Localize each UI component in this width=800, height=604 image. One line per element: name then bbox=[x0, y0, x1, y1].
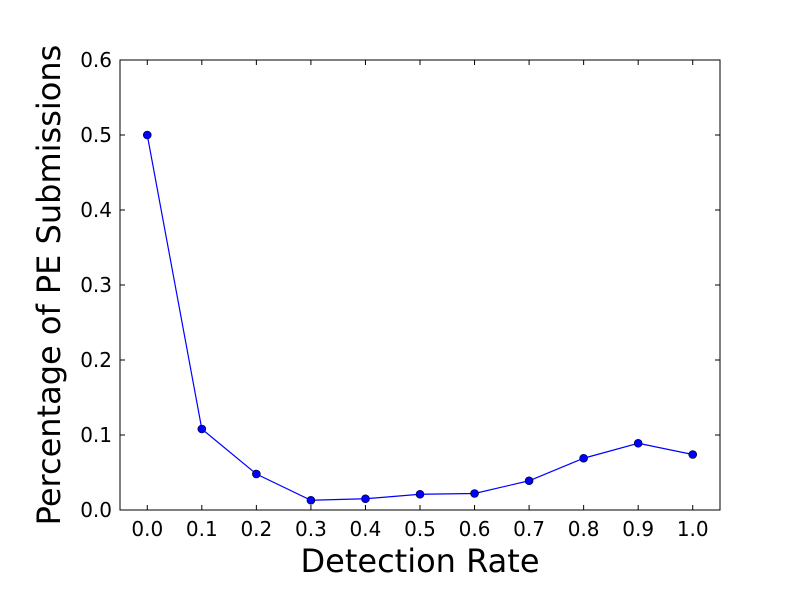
data-point bbox=[633, 438, 643, 448]
x-tick-label: 0.8 bbox=[568, 517, 600, 541]
data-point bbox=[306, 495, 316, 505]
x-tick-label: 1.0 bbox=[677, 517, 709, 541]
data-layer bbox=[142, 130, 698, 505]
axis-ticks: 0.0 0.1 0.2 0.3 0.4 0.5 0.6 0.7 0.8 0.9 1.0 0.0 0.1 0… bbox=[80, 48, 720, 541]
x-tick-label: 0.6 bbox=[459, 517, 491, 541]
x-tick-label: 0.7 bbox=[513, 517, 545, 541]
data-point bbox=[197, 424, 207, 434]
y-tick-label: 0.3 bbox=[80, 273, 112, 297]
x-tick-label: 0.3 bbox=[295, 517, 327, 541]
data-point bbox=[688, 450, 698, 459]
y-tick-label: 0.2 bbox=[80, 348, 112, 372]
data-point bbox=[142, 130, 152, 140]
series-line bbox=[146, 134, 693, 501]
data-point bbox=[252, 469, 261, 479]
x-tick-label: 0.9 bbox=[622, 517, 654, 541]
data-point bbox=[524, 476, 534, 486]
y-axis-label: Percentage of PE Submissions bbox=[30, 45, 68, 526]
data-point bbox=[470, 489, 479, 498]
x-tick-label: 0.1 bbox=[186, 517, 218, 541]
y-tick-label: 0.1 bbox=[80, 423, 112, 447]
data-point bbox=[579, 453, 588, 463]
data-point bbox=[415, 489, 425, 499]
x-axis-label: Detection Rate bbox=[301, 542, 540, 580]
data-point bbox=[361, 494, 370, 504]
x-tick-label: 0.0 bbox=[131, 517, 163, 541]
x-tick-label: 0.5 bbox=[404, 517, 436, 541]
y-tick-label: 0.5 bbox=[80, 123, 112, 147]
plot-frame bbox=[119, 59, 721, 511]
y-tick-label: 0.0 bbox=[80, 498, 112, 522]
y-tick-label: 0.6 bbox=[80, 48, 112, 72]
x-tick-label: 0.4 bbox=[350, 517, 382, 541]
x-tick-label: 0.2 bbox=[240, 517, 272, 541]
y-tick-label: 0.4 bbox=[80, 198, 112, 222]
